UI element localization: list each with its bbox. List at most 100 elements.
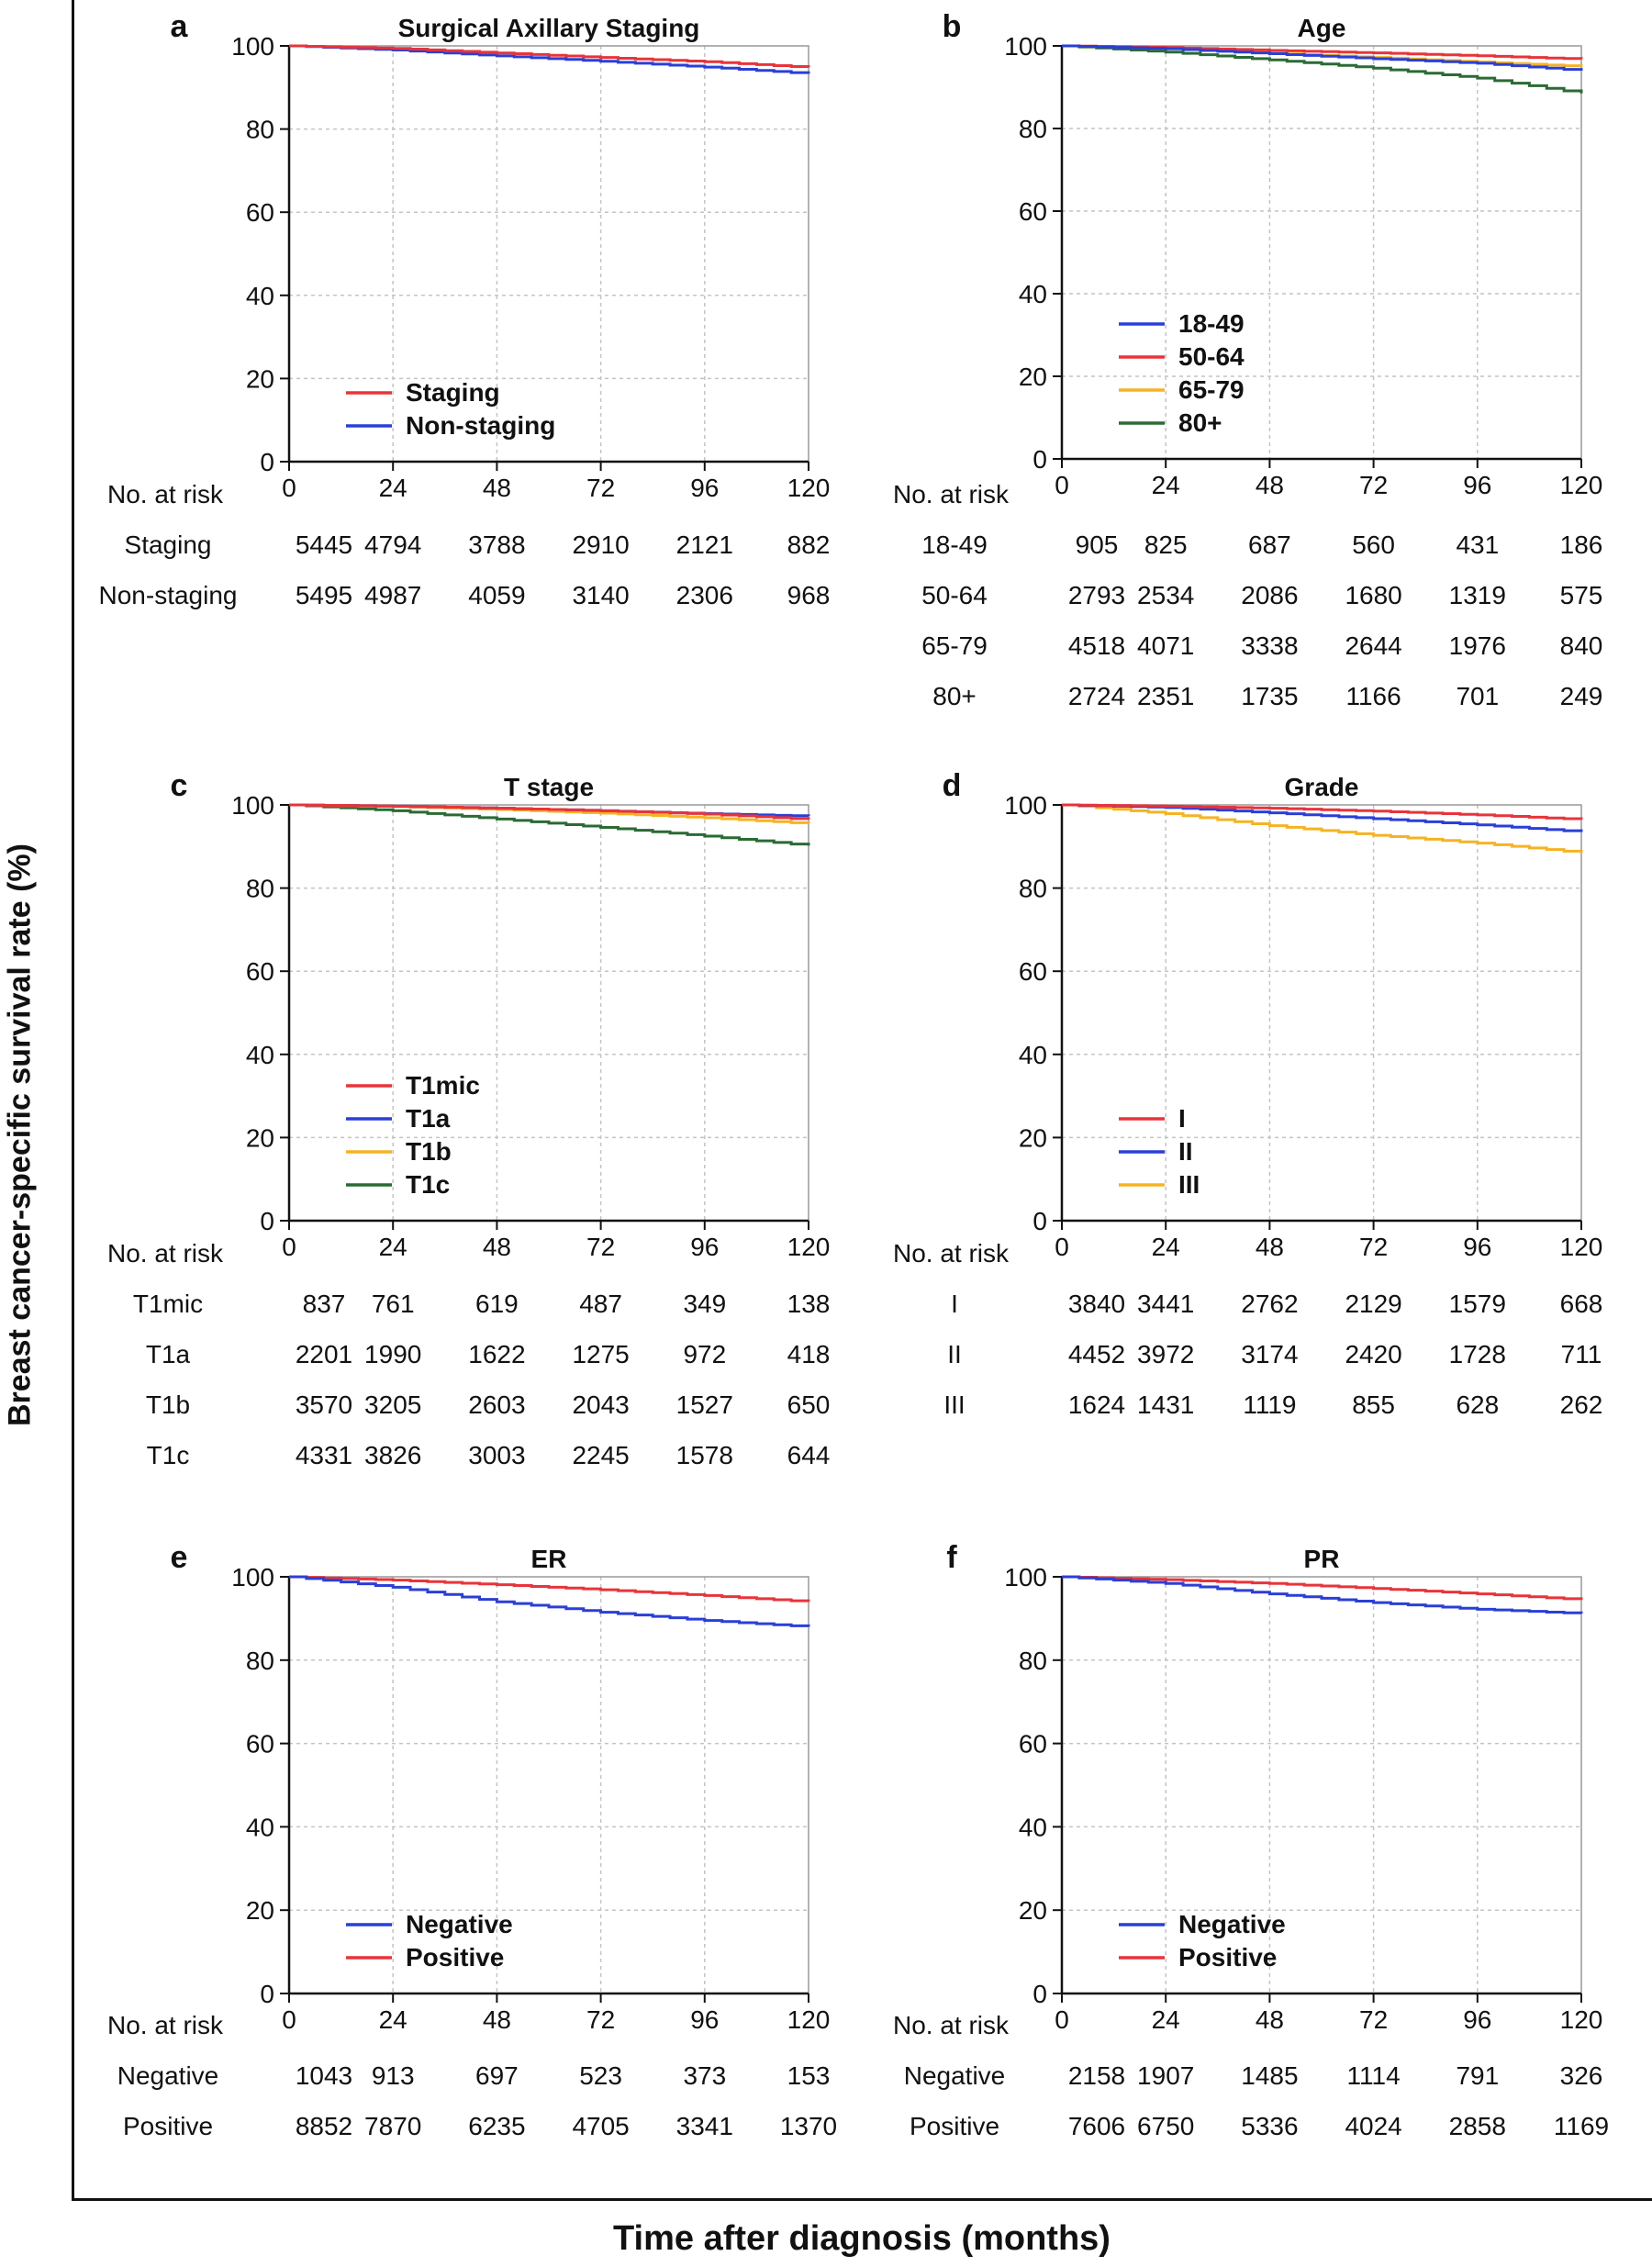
risk-count: 2129 — [1345, 1290, 1401, 1318]
panel-title: T stage — [504, 773, 594, 801]
x-tick-label: 0 — [282, 2005, 296, 2034]
risk-count: 138 — [787, 1290, 831, 1318]
x-tick-label: 48 — [1256, 2005, 1284, 2034]
x-tick-label: 96 — [690, 2005, 719, 2034]
risk-count: 7606 — [1068, 2112, 1125, 2140]
risk-count: 697 — [475, 2061, 519, 2090]
x-tick-label: 0 — [282, 474, 296, 502]
risk-count: 1114 — [1347, 2061, 1401, 2090]
risk-count: 2644 — [1345, 631, 1401, 660]
risk-count: 1976 — [1449, 631, 1506, 660]
risk-count: 326 — [1560, 2061, 1603, 2090]
y-tick-label: 0 — [1032, 445, 1047, 474]
risk-count: 523 — [579, 2061, 622, 2090]
y-tick-label: 60 — [1019, 1730, 1047, 1759]
x-tick-label: 24 — [379, 474, 407, 502]
x-tick-label: 0 — [282, 1233, 296, 1261]
y-tick-label: 20 — [246, 1896, 274, 1925]
panel-c: c T stage 0 20 40 60 80 100 0 24 48 72 96 120 T1mic T1a… — [107, 768, 830, 1469]
plot-frame — [1061, 1576, 1582, 1994]
x-tick-label: 72 — [1359, 471, 1388, 499]
x-tick-label: 72 — [1359, 2005, 1388, 2034]
legend-label: T1mic — [406, 1071, 480, 1100]
y-tick-label: 100 — [231, 791, 274, 820]
series-line-Negative — [289, 1575, 810, 1627]
risk-count: 1990 — [364, 1340, 421, 1368]
risk-table-header: No. at risk — [107, 2011, 224, 2039]
series-line-Positive — [289, 1575, 810, 1603]
risk-count: 186 — [1560, 530, 1603, 559]
legend-label: Negative — [1178, 1910, 1286, 1938]
legend-label: 65-79 — [1178, 375, 1245, 404]
y-tick-label: 60 — [246, 1730, 274, 1759]
risk-table-header: No. at risk — [893, 480, 1010, 508]
legend-label: Positive — [406, 1943, 504, 1971]
risk-count: 2910 — [572, 530, 629, 559]
risk-count: 153 — [787, 2061, 831, 2090]
risk-count: 2534 — [1137, 581, 1194, 609]
y-tick-label: 100 — [1004, 1563, 1047, 1591]
risk-row-label: Positive — [123, 2112, 213, 2140]
risk-count: 1169 — [1554, 2112, 1609, 2140]
y-tick-label: 100 — [1004, 791, 1047, 820]
risk-count: 644 — [787, 1441, 831, 1469]
x-tick-label: 72 — [586, 474, 615, 502]
series-line-Positive — [1062, 1575, 1583, 1601]
plot-frame — [288, 804, 809, 1222]
y-tick-label: 100 — [231, 1563, 274, 1591]
x-tick-label: 24 — [1152, 2005, 1180, 2034]
risk-table-header: No. at risk — [107, 1239, 224, 1268]
x-tick-label: 120 — [787, 2005, 831, 2034]
risk-count: 2351 — [1137, 682, 1194, 710]
risk-row-label: T1b — [146, 1390, 190, 1419]
series-line-18-49 — [1062, 44, 1583, 72]
y-tick-label: 20 — [1019, 1896, 1047, 1925]
x-tick-label: 24 — [379, 1233, 407, 1261]
risk-count: 1578 — [676, 1441, 733, 1469]
risk-count: 4331 — [296, 1441, 352, 1469]
x-tick-label: 48 — [483, 1233, 511, 1261]
x-tick-label: 48 — [1256, 471, 1284, 499]
risk-count: 1370 — [780, 2112, 837, 2140]
risk-count: 668 — [1560, 1290, 1603, 1318]
risk-count: 2086 — [1241, 581, 1298, 609]
legend-label: Staging — [406, 378, 500, 407]
risk-count: 249 — [1560, 682, 1603, 710]
risk-count: 3826 — [364, 1441, 421, 1469]
risk-count: 837 — [303, 1290, 346, 1318]
legend-label: T1b — [406, 1137, 452, 1166]
legend-label: 18-49 — [1178, 309, 1245, 338]
x-tick-label: 120 — [1560, 2005, 1603, 2034]
y-tick-label: 20 — [246, 364, 274, 393]
risk-row-label: Non-staging — [99, 581, 238, 609]
risk-count: 7870 — [364, 2112, 421, 2140]
risk-count: 431 — [1456, 530, 1499, 559]
plot-frame — [288, 45, 809, 463]
series-line-III — [1062, 803, 1583, 854]
panel-letter: b — [943, 9, 962, 44]
series-line-Staging — [289, 44, 810, 68]
y-tick-label: 0 — [260, 1207, 274, 1235]
risk-count: 560 — [1352, 530, 1395, 559]
risk-count: 3174 — [1241, 1340, 1298, 1368]
x-tick-label: 24 — [1152, 471, 1180, 499]
risk-count: 3338 — [1241, 631, 1298, 660]
risk-count: 1119 — [1243, 1390, 1296, 1419]
risk-count: 2201 — [296, 1340, 352, 1368]
risk-count: 825 — [1144, 530, 1188, 559]
risk-count: 791 — [1456, 2061, 1499, 2090]
risk-count: 5445 — [296, 530, 352, 559]
risk-row-label: T1c — [147, 1441, 190, 1469]
risk-count: 1485 — [1241, 2061, 1298, 2090]
risk-row-label: T1a — [146, 1340, 191, 1368]
plot-frame — [288, 1576, 809, 1994]
y-tick-label: 0 — [1032, 1980, 1047, 2008]
risk-count: 905 — [1076, 530, 1119, 559]
panel-letter: c — [171, 768, 188, 803]
x-tick-label: 0 — [1055, 1233, 1069, 1261]
y-tick-label: 80 — [246, 1647, 274, 1675]
risk-row-label: 18-49 — [921, 530, 988, 559]
risk-count: 3140 — [572, 581, 629, 609]
risk-count: 262 — [1560, 1390, 1603, 1419]
x-tick-label: 48 — [483, 474, 511, 502]
